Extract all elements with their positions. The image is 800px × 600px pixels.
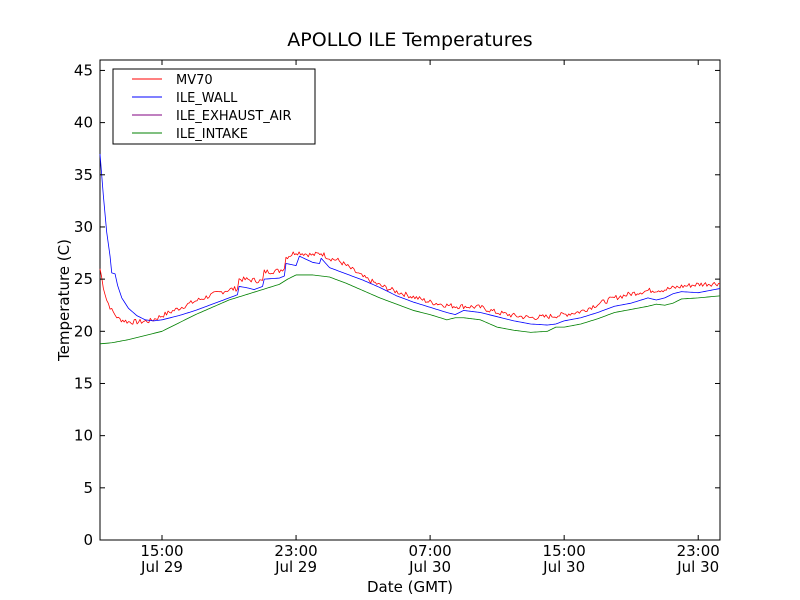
legend: MV70 ILE_WALL ILE_EXHAUST_AIR ILE_INTAKE — [112, 68, 316, 145]
legend-label: MV70 — [176, 73, 213, 88]
y-tick-label: 0 — [83, 531, 93, 549]
chart-title: APOLLO ILE Temperatures — [287, 29, 532, 51]
y-tick-label: 30 — [74, 218, 93, 236]
plot-frame — [99, 59, 721, 541]
y-tick-label: 40 — [74, 114, 93, 132]
x-tick-date-label: Jul 30 — [676, 558, 719, 576]
y-tick-label: 45 — [74, 61, 93, 79]
x-tick-date-label: Jul 30 — [542, 558, 585, 576]
y-tick-label: 35 — [74, 166, 93, 184]
legend-label: ILE_INTAKE — [176, 127, 248, 142]
series-line-ile-wall — [99, 153, 721, 326]
x-axis-label: Date (GMT) — [367, 578, 453, 596]
y-axis-label: Temperature (C) — [55, 239, 73, 362]
y-tick-label: 20 — [74, 322, 93, 340]
legend-label: ILE_EXHAUST_AIR — [176, 109, 292, 124]
x-tick-date-label: Jul 29 — [274, 558, 317, 576]
y-tick-label: 10 — [74, 427, 93, 445]
y-tick-label: 25 — [74, 270, 93, 288]
x-tick-time-label: 23:00 — [677, 542, 720, 560]
x-tick-date-label: Jul 30 — [408, 558, 451, 576]
x-tick-time-label: 15:00 — [543, 542, 586, 560]
plot-area — [99, 59, 721, 541]
x-tick-time-label: 07:00 — [408, 542, 451, 560]
y-tick-label: 15 — [74, 374, 93, 392]
series-line-ile-intake — [99, 274, 721, 345]
legend-label: ILE_WALL — [176, 91, 238, 106]
x-tick-time-label: 23:00 — [274, 542, 317, 560]
y-tick-label: 5 — [83, 479, 93, 497]
series-line-mv70 — [99, 251, 721, 325]
series-layer — [99, 153, 721, 345]
legend-box — [112, 68, 316, 145]
x-tick-date-label: Jul 29 — [140, 558, 183, 576]
x-tick-time-label: 15:00 — [140, 542, 183, 560]
